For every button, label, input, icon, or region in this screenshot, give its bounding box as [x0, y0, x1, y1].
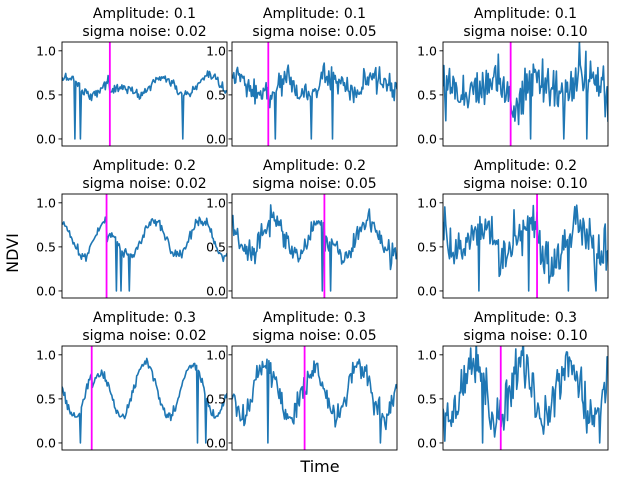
- ndvi-series-line: [232, 62, 397, 140]
- ndvi-series-line: [232, 204, 397, 292]
- subplot-title-line: Amplitude: 0.1: [93, 6, 196, 22]
- ytick-label: 1.0: [36, 347, 56, 362]
- ytick-label: 1.0: [206, 195, 226, 210]
- axes-frame: [231, 345, 398, 451]
- ytick-label: 0.5: [206, 391, 226, 406]
- ytick-label: 0.0: [206, 283, 226, 298]
- ytick-label: 1.0: [417, 43, 437, 58]
- ytick-label: 0.0: [36, 131, 56, 146]
- axes-frame: [442, 193, 609, 299]
- subplot-title-line: sigma noise: 0.05: [252, 24, 376, 40]
- ytick-label: 1.0: [417, 347, 437, 362]
- ytick-label: 0.5: [417, 239, 437, 254]
- subplot-title-line: Amplitude: 0.2: [474, 158, 577, 174]
- subplot-title-line: Amplitude: 0.2: [263, 158, 366, 174]
- ytick-label: 0.5: [417, 391, 437, 406]
- ytick-label: 1.0: [206, 43, 226, 58]
- subplot-title-line: sigma noise: 0.05: [252, 328, 376, 344]
- ytick-label: 0.0: [417, 131, 437, 146]
- axes-frame: [442, 41, 609, 147]
- subplot-6: Amplitude: 0.2 sigma noise: 0.10 0.0 0.5 1.0: [417, 158, 609, 299]
- panel-grid: Amplitude: 0.1 sigma noise: 0.02 0.0 0.5 1.0…: [36, 6, 609, 451]
- ytick-label: 1.0: [417, 195, 437, 210]
- ytick-label: 1.0: [206, 347, 226, 362]
- figure-ylabel: NDVI: [3, 233, 22, 273]
- subplot-title-line: sigma noise: 0.10: [463, 328, 587, 344]
- ndvi-series-line: [62, 70, 227, 140]
- axes-frame: [231, 193, 398, 299]
- ytick-label: 0.0: [36, 435, 56, 450]
- subplot-9: Amplitude: 0.3 sigma noise: 0.10 0.0 0.5 1.0: [417, 310, 609, 451]
- figure-xlabel: Time: [299, 457, 339, 476]
- subplot-8: Amplitude: 0.3 sigma noise: 0.05 0.0 0.5 1.0: [206, 310, 398, 451]
- axes-frame: [231, 41, 398, 147]
- ytick-label: 0.5: [36, 87, 56, 102]
- subplot-title-line: Amplitude: 0.3: [93, 310, 196, 326]
- subplot-title-line: Amplitude: 0.1: [474, 6, 577, 22]
- subplot-title-line: sigma noise: 0.10: [463, 176, 587, 192]
- axes-frame: [61, 345, 228, 451]
- subplot-3: Amplitude: 0.1 sigma noise: 0.10 0.0 0.5 1.0: [417, 6, 609, 147]
- ytick-label: 1.0: [36, 195, 56, 210]
- ndvi-series-line: [443, 204, 608, 292]
- subplot-title-line: sigma noise: 0.02: [82, 24, 206, 40]
- subplot-5: Amplitude: 0.2 sigma noise: 0.05 0.0 0.5 1.0: [206, 158, 398, 299]
- subplot-title-line: sigma noise: 0.02: [82, 328, 206, 344]
- axes-frame: [61, 41, 228, 147]
- subplot-title-line: sigma noise: 0.10: [463, 24, 587, 40]
- axes-frame: [61, 193, 228, 299]
- ytick-label: 0.0: [206, 435, 226, 450]
- subplot-2: Amplitude: 0.1 sigma noise: 0.05 0.0 0.5 1.0: [206, 6, 398, 147]
- ndvi-series-line: [443, 42, 608, 140]
- ndvi-series-line: [232, 358, 397, 444]
- ndvi-series-line: [443, 346, 608, 444]
- subplot-title-line: sigma noise: 0.02: [82, 176, 206, 192]
- ytick-label: 0.0: [417, 435, 437, 450]
- ytick-label: 0.0: [206, 131, 226, 146]
- subplot-7: Amplitude: 0.3 sigma noise: 0.02 0.0 0.5 1.0: [36, 310, 228, 451]
- ytick-label: 0.0: [36, 283, 56, 298]
- axes-frame: [442, 345, 609, 451]
- subplot-title-line: Amplitude: 0.3: [263, 310, 366, 326]
- ndvi-series-line: [62, 357, 227, 444]
- ytick-label: 0.0: [417, 283, 437, 298]
- ytick-label: 0.5: [206, 239, 226, 254]
- ytick-label: 1.0: [36, 43, 56, 58]
- subplot-title-line: sigma noise: 0.05: [252, 176, 376, 192]
- subplot-title-line: Amplitude: 0.1: [263, 6, 366, 22]
- subplot-title-line: Amplitude: 0.3: [474, 310, 577, 326]
- ytick-label: 0.5: [417, 87, 437, 102]
- ytick-label: 0.5: [36, 239, 56, 254]
- ytick-label: 0.5: [206, 87, 226, 102]
- ytick-label: 0.5: [36, 391, 56, 406]
- subplot-1: Amplitude: 0.1 sigma noise: 0.02 0.0 0.5 1.0: [36, 6, 228, 147]
- subplot-4: Amplitude: 0.2 sigma noise: 0.02 0.0 0.5 1.0: [36, 158, 228, 299]
- subplot-title-line: Amplitude: 0.2: [93, 158, 196, 174]
- ndvi-series-line: [62, 216, 227, 292]
